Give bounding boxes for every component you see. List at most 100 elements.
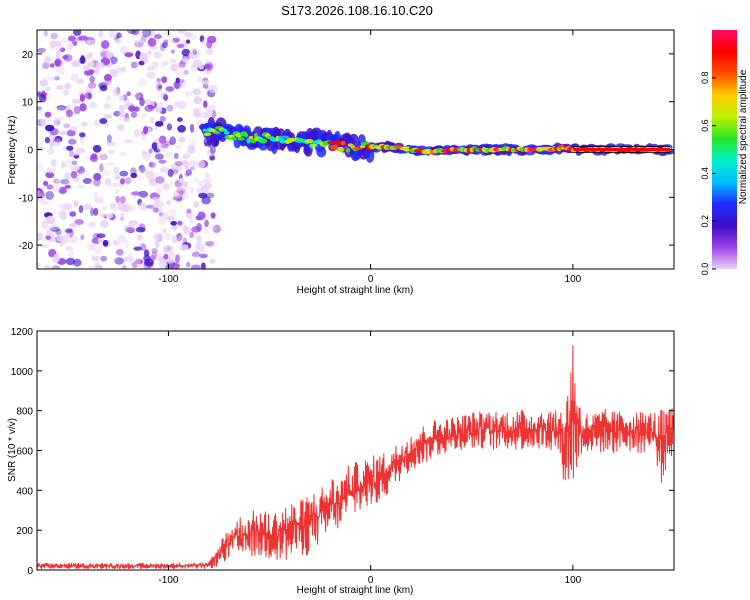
x-tick-label: -100 (158, 274, 178, 285)
signal-core (280, 135, 290, 139)
noise-blob (130, 111, 137, 118)
noise-blob (207, 148, 214, 157)
x-tick-label: 100 (565, 274, 582, 285)
noise-blob (182, 159, 188, 165)
noise-blob (128, 219, 138, 226)
noise-blob (93, 207, 99, 216)
noise-blob (114, 175, 121, 180)
noise-blob (178, 61, 187, 68)
noise-blob (118, 95, 125, 101)
noise-blob (118, 112, 123, 121)
noise-blob (99, 163, 104, 172)
noise-blob (56, 235, 66, 242)
noise-blob (92, 144, 102, 153)
noise-blob (66, 145, 74, 151)
y-tick-label: 200 (16, 526, 33, 537)
noise-blob (70, 61, 81, 68)
signal-core (248, 135, 254, 140)
noise-blob (44, 136, 51, 144)
noise-blob (67, 35, 76, 42)
noise-blob (75, 148, 86, 154)
noise-blob (154, 239, 160, 248)
noise-blob (163, 39, 169, 45)
noise-blob (141, 112, 148, 118)
noise-blob (124, 239, 130, 249)
noise-blob (46, 75, 56, 82)
colorbar-tick-label: 0.2 (700, 215, 710, 228)
noise-blob (209, 258, 216, 264)
spectrogram-x-ticks: -100 0 100 (158, 30, 582, 285)
noise-blob (70, 73, 79, 82)
noise-blob (87, 221, 96, 229)
noise-blob (174, 81, 180, 89)
noise-blob (186, 208, 192, 214)
noise-blob (212, 224, 221, 234)
noise-blob (143, 125, 148, 135)
noise-blob (83, 65, 91, 72)
noise-blob (60, 66, 65, 75)
noise-blob (193, 177, 199, 183)
noise-blob (110, 182, 120, 187)
noise-blob (40, 118, 46, 126)
noise-blob (147, 37, 157, 47)
noise-blob (153, 233, 164, 241)
noise-blob (190, 139, 197, 149)
noise-blob (126, 91, 131, 96)
noise-blob (204, 109, 213, 118)
noise-blob (89, 154, 98, 162)
noise-blob (119, 151, 128, 156)
noise-blob (37, 233, 42, 241)
noise-blob (54, 58, 63, 67)
x-tick-label: 100 (565, 575, 582, 586)
noise-blob (181, 185, 190, 191)
noise-blob (152, 207, 159, 213)
noise-blob (130, 167, 137, 175)
noise-blob (197, 211, 206, 220)
noise-blob (46, 147, 55, 155)
noise-blob (114, 188, 120, 194)
noise-blob (102, 206, 108, 211)
noise-blob (76, 79, 84, 84)
noise-blob (50, 63, 55, 68)
noise-blob (135, 227, 146, 233)
noise-blob (45, 235, 51, 240)
noise-blob (40, 200, 50, 205)
noise-blob (139, 97, 145, 107)
noise-blob (103, 103, 111, 110)
noise-blob (184, 90, 193, 97)
noise-blob (101, 40, 110, 49)
noise-blob (64, 82, 71, 90)
noise-blob (78, 205, 84, 214)
noise-blob (50, 226, 61, 232)
noise-blob (73, 177, 80, 182)
noise-blob (158, 211, 163, 217)
noise-blob (42, 76, 47, 84)
noise-blob (67, 42, 74, 50)
y-tick-label: 0 (27, 566, 33, 577)
noise-blob (89, 221, 97, 227)
noise-blob (156, 82, 163, 92)
snr-plot: -100 0 100 0 200 400 600 800 1000 1200 Height of… (7, 327, 675, 596)
noise-blob (67, 249, 75, 259)
noise-blob (55, 40, 62, 47)
noise-blob (46, 167, 55, 174)
noise-blob (148, 177, 158, 185)
noise-blob (155, 186, 162, 196)
noise-blob (54, 59, 61, 67)
noise-blob (42, 62, 50, 70)
noise-blob (158, 253, 163, 261)
noise-blob (65, 228, 73, 234)
noise-blob (37, 47, 46, 53)
noise-blob (144, 258, 154, 267)
noise-blob (54, 76, 60, 81)
noise-blob (68, 235, 79, 244)
noise-blob (178, 136, 186, 143)
signal-core (214, 130, 220, 135)
noise-blob (176, 187, 186, 195)
noise-blob (201, 80, 210, 85)
noise-blob (136, 39, 144, 48)
noise-blob (189, 231, 194, 239)
noise-blob (205, 192, 215, 199)
noise-blob (93, 263, 102, 269)
noise-blob (157, 144, 167, 153)
